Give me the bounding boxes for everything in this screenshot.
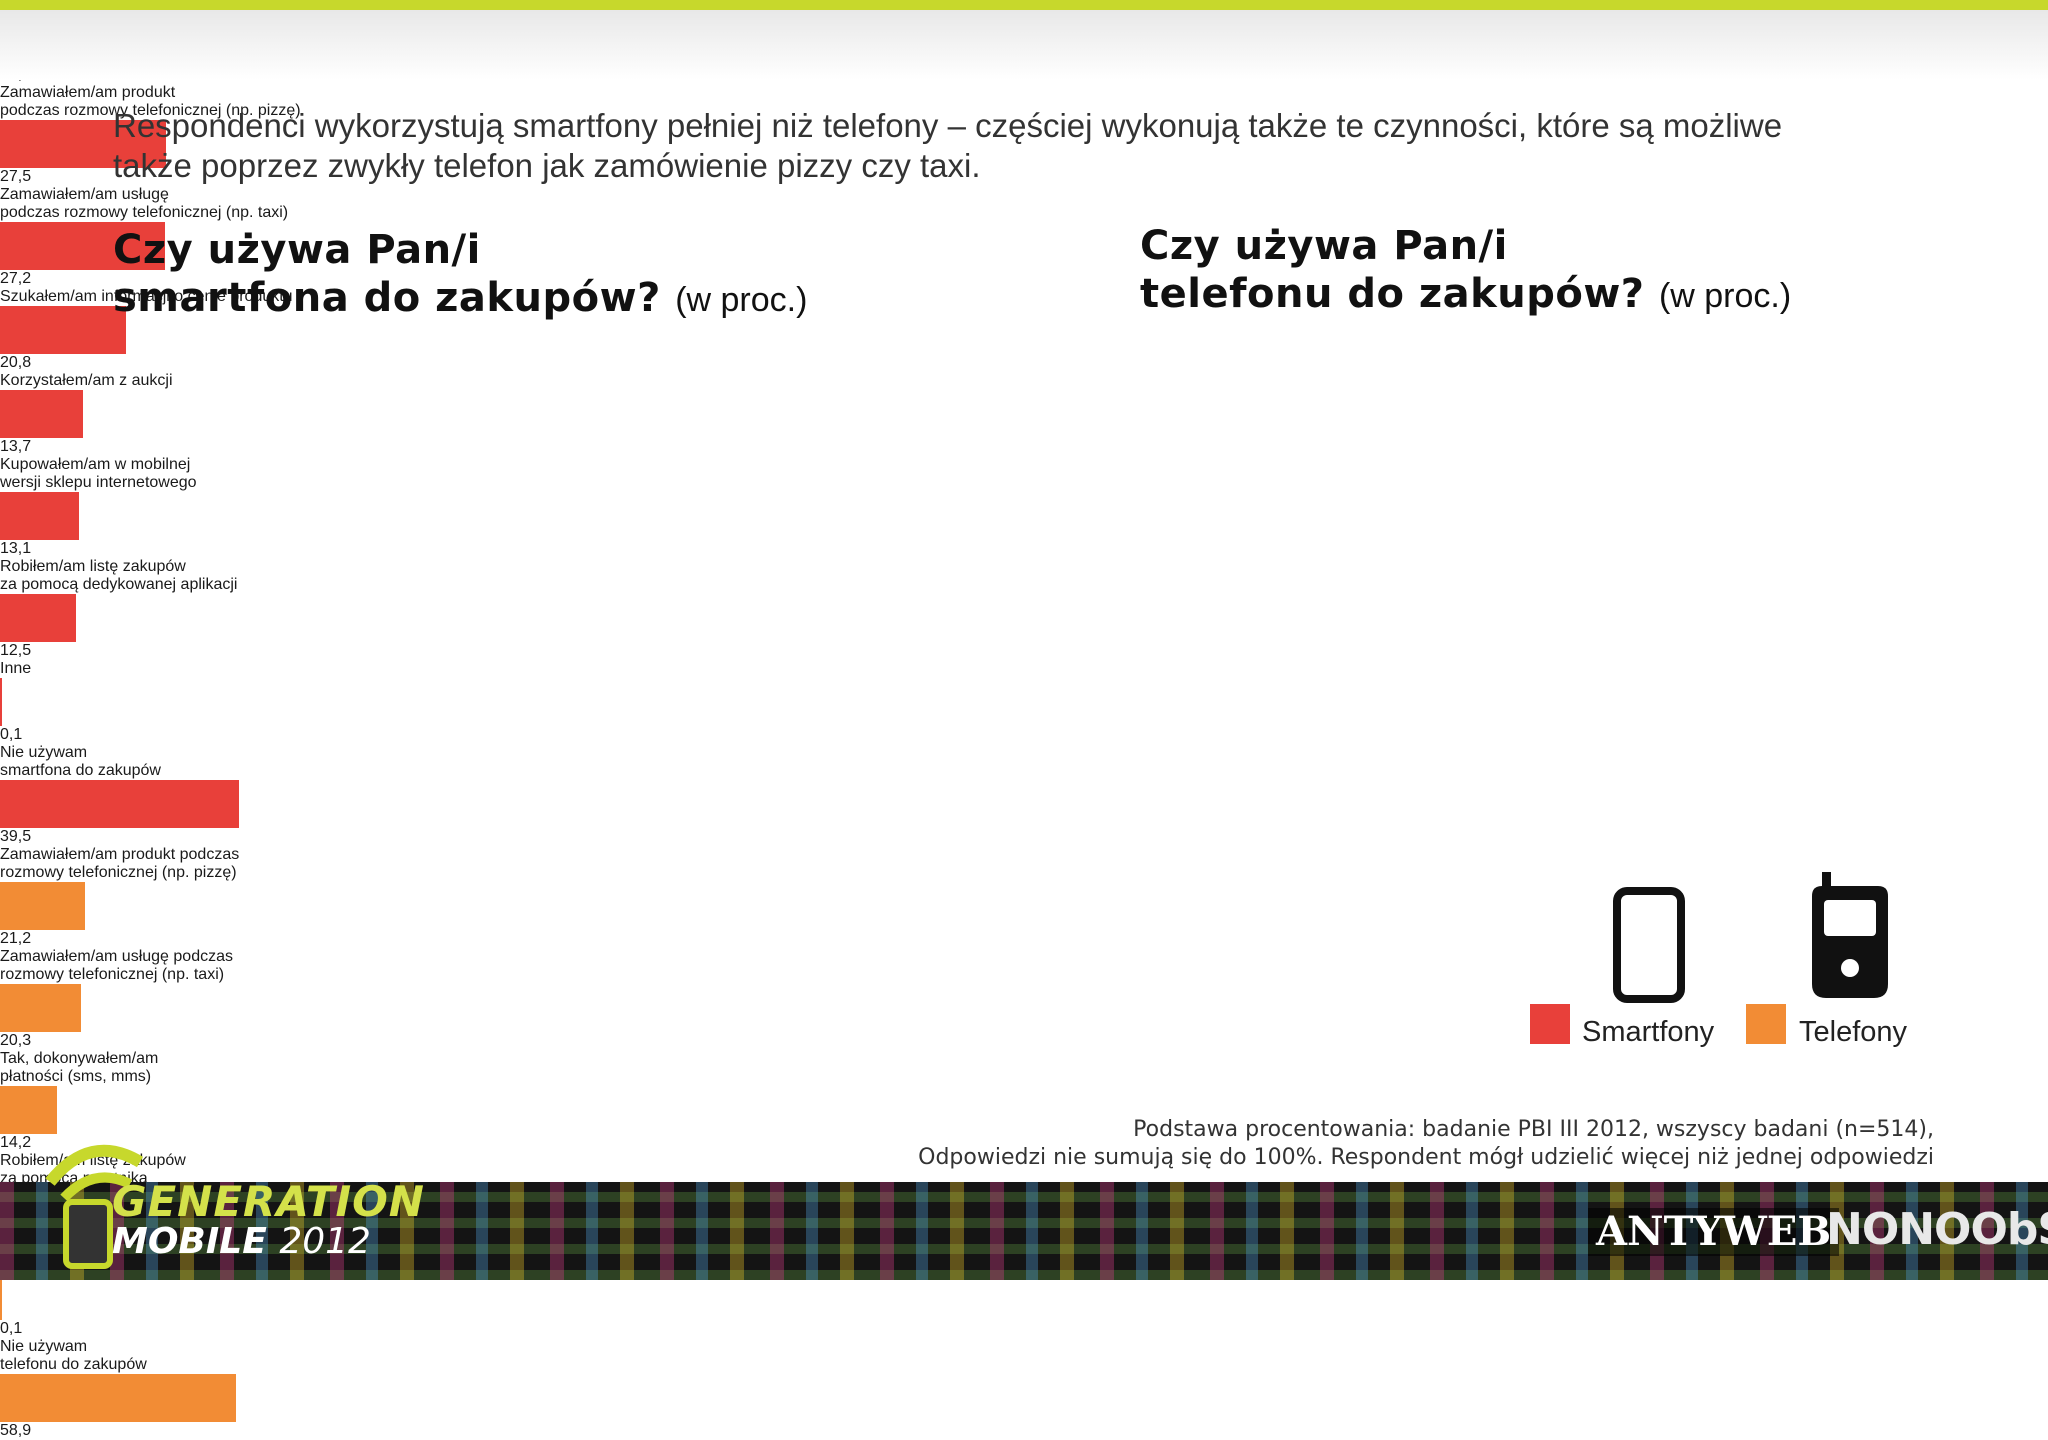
bar	[0, 678, 2, 726]
category-label-line: Kupowałem/am w mobilnej	[0, 456, 191, 473]
category-label: Inne	[0, 660, 2048, 678]
value-label: 13,1	[0, 540, 32, 557]
category-label-line: wersji sklepu internetowego	[0, 474, 197, 491]
legend-label-smartphones: Smartfony	[1582, 1016, 1715, 1048]
chart-title-unit: (w proc.)	[675, 281, 808, 319]
top-accent-strip	[0, 0, 2048, 10]
value-label: 12,5	[0, 642, 32, 659]
category-label: Zamawiałem/am produkt podczas rozmowy tel…	[0, 846, 2048, 882]
category-label: Zamawiałem/am produkt podczas rozmowy tel…	[0, 84, 2048, 120]
bar	[0, 984, 82, 1032]
bar	[0, 780, 239, 828]
category-label: Kupowałem/am w mobilnej wersji sklepu int…	[0, 456, 2048, 492]
partner-logo-nonoobs: NONOObS	[1826, 1204, 2048, 1255]
value-label: 20,8	[0, 354, 32, 371]
bar	[0, 594, 76, 642]
value-label: 0,1	[0, 726, 23, 743]
bar	[0, 882, 85, 930]
generation-mobile-logo-icon	[45, 1144, 144, 1269]
chart-title-smartphone: Czy używa Pan/i smartfona do zakupów? (w…	[113, 226, 807, 324]
brand-mobile-word: MOBILE	[112, 1221, 267, 1262]
category-label-line: Inne	[0, 660, 32, 677]
bar	[0, 390, 83, 438]
category-label: Korzystałem/am z aukcji	[0, 372, 2048, 390]
chart-title-line-2: telefonu do zakupów?	[1140, 271, 1645, 317]
mobile-phone-icon	[1812, 872, 1888, 998]
category-label: Nie używam smartfona do zakupów	[0, 744, 2048, 780]
footnote: Podstawa procentowania: badanie PBI III …	[918, 1116, 1934, 1172]
category-label-line: smartfona do zakupów	[0, 762, 161, 779]
bar	[0, 306, 126, 354]
partner-logo-antyweb: ANTYWEB	[1588, 1208, 1840, 1256]
category-label-line: rozmowy telefonicznej (np. taxi)	[0, 966, 225, 983]
category-label-line: Robiłem/am listę zakupów	[0, 558, 186, 575]
category-label-line: płatności (sms, mms)	[0, 1068, 152, 1085]
footnote-line-1: Podstawa procentowania: badanie PBI III …	[1133, 1117, 1934, 1142]
value-label: 0,1	[0, 1320, 23, 1337]
brand-year: 2012	[279, 1221, 371, 1262]
value-label: 39,5	[0, 828, 32, 845]
chart-title-phone: Czy używa Pan/i telefonu do zakupów? (w …	[1140, 222, 1791, 320]
chart-title-line-2: smartfona do zakupów?	[113, 275, 661, 321]
brand-generation: GENERATION	[112, 1177, 425, 1226]
category-label: Szukałem/am informacji o cenie produktu	[0, 288, 2048, 306]
intro-line-2: także poprzez zwykły telefon jak zamówie…	[113, 147, 981, 184]
category-label-line: Zamawiałem/am usługę podczas	[0, 948, 233, 965]
header-background	[0, 10, 2048, 80]
category-label-line: Nie używam	[0, 1338, 88, 1355]
value-label: 14,2	[0, 1134, 32, 1151]
bar	[0, 222, 165, 270]
bar	[0, 1086, 57, 1134]
category-label-line: Korzystałem/am z aukcji	[0, 372, 173, 389]
value-label: 21,2	[0, 930, 32, 947]
legend-swatch-phones	[1746, 1004, 1786, 1044]
category-label: Zamawiałem/am usługę podczas rozmowy tele…	[0, 186, 2048, 222]
category-label-line: Szukałem/am informacji o cenie produktu	[0, 288, 293, 305]
bar	[0, 1374, 236, 1422]
value-label: 13,7	[0, 438, 32, 455]
intro-text: Respondenci wykorzystują smartfony pełni…	[113, 106, 1963, 186]
category-label-line: Zamawiałem/am produkt podczas	[0, 846, 240, 863]
category-label: Zamawiałem/am usługę podczas rozmowy tele…	[0, 948, 2048, 984]
intro-line-1: Respondenci wykorzystują smartfony pełni…	[113, 107, 1783, 144]
category-label: Tak, dokonywałem/am płatności (sms, mms)	[0, 1050, 2048, 1086]
value-label: 27,2	[0, 270, 32, 287]
value-label: 20,3	[0, 1032, 32, 1049]
category-label-line: za pomocą dedykowanej aplikacji	[0, 576, 238, 593]
category-label-line: Tak, dokonywałem/am	[0, 1050, 159, 1067]
category-label-line: Nie używam	[0, 744, 88, 761]
chart-title-line-1: Czy używa Pan/i	[1140, 223, 1508, 269]
bar	[0, 492, 80, 540]
chart-title-unit: (w proc.)	[1658, 277, 1792, 315]
category-label: Nie używam telefonu do zakupów	[0, 1338, 2048, 1374]
category-label-line: rozmowy telefonicznej (np. pizzę)	[0, 864, 237, 881]
category-label-line: podczas rozmowy telefonicznej (np. taxi)	[0, 204, 289, 221]
category-label-line: Zamawiałem/am usługę	[0, 186, 169, 203]
value-label: 58,9	[0, 1422, 32, 1439]
legend-swatch-smartphones	[1530, 1004, 1570, 1044]
footer-banner	[0, 1182, 2048, 1280]
category-label-line: Zamawiałem/am produkt	[0, 84, 176, 101]
footnote-line-2: Odpowiedzi nie sumują się do 100%. Respo…	[918, 1145, 1934, 1170]
bar	[0, 120, 167, 168]
category-label-line: podczas rozmowy telefonicznej (np. pizzę…	[0, 102, 301, 119]
chart-title-line-1: Czy używa Pan/i	[113, 227, 481, 273]
legend-label-phones: Telefony	[1799, 1016, 1908, 1048]
brand-mobile: MOBILE 2012	[112, 1222, 371, 1262]
category-label: Robiłem/am listę zakupów za pomocą dedyko…	[0, 558, 2048, 594]
category-label-line: telefonu do zakupów	[0, 1356, 147, 1373]
smartphone-icon	[1613, 887, 1685, 1003]
value-label: 27,5	[0, 168, 32, 185]
